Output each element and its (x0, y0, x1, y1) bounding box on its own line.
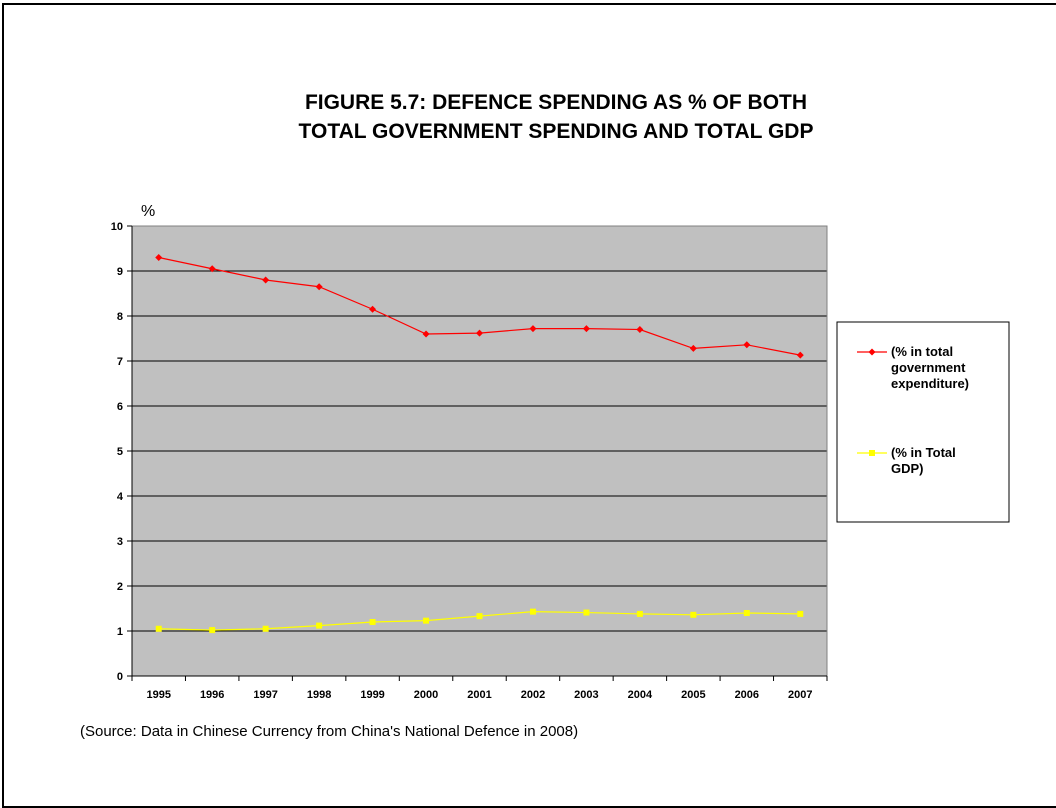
y-axis: 0 1 2 3 4 5 6 7 8 9 10 (111, 221, 133, 683)
y-tick-label: 3 (117, 536, 123, 548)
data-point (155, 625, 162, 632)
x-axis: 1995 1996 1997 1998 1999 2000 2001 2002 2003 2004… (131, 675, 828, 701)
data-point (369, 305, 377, 313)
data-point (583, 609, 590, 616)
data-point (796, 351, 804, 359)
x-tick-label: 2007 (788, 689, 812, 701)
legend-label-line: expenditure) (891, 376, 969, 391)
x-tick-label: 1998 (307, 689, 331, 701)
data-point (690, 611, 697, 618)
x-tick-label: 1995 (146, 689, 170, 701)
y-tick-label: 9 (117, 266, 123, 278)
data-point (797, 610, 804, 617)
data-point (315, 283, 323, 291)
data-point (476, 329, 483, 337)
data-point (636, 326, 644, 333)
x-tick-label: 2006 (735, 689, 759, 701)
legend-label-line: (% in total (891, 344, 953, 359)
data-point (529, 325, 537, 333)
data-point (208, 265, 216, 273)
y-tick-label: 5 (117, 446, 123, 458)
chart-title-line-1: FIGURE 5.7: DEFENCE SPENDING AS % OF BOT… (304, 91, 808, 114)
y-tick-label: 7 (117, 356, 123, 368)
x-tick-label: 2000 (414, 689, 438, 701)
x-tick-label: 2001 (467, 689, 491, 701)
data-point (369, 619, 376, 625)
data-point (262, 625, 269, 632)
legend-box (836, 321, 1010, 523)
y-tick-label: 6 (117, 401, 123, 413)
chart-title: FIGURE 5.7: DEFENCE SPENDING AS % OF BOT… (0, 88, 1056, 146)
data-point (529, 608, 536, 615)
x-tick-label: 2002 (521, 689, 545, 701)
series-layer (155, 254, 804, 634)
y-tick-label: 8 (117, 311, 123, 323)
x-tick-label: 1997 (253, 689, 277, 701)
source-note: (Source: Data in Chinese Currency from C… (80, 723, 579, 740)
data-point (476, 613, 483, 620)
y-tick-label: 4 (117, 491, 124, 503)
data-point (422, 330, 430, 338)
x-tick-label: 1996 (200, 689, 224, 701)
legend-label-line: GDP) (891, 461, 924, 476)
data-point (209, 627, 216, 634)
data-point (636, 610, 643, 617)
data-point (423, 617, 430, 624)
y-axis-label: % (141, 203, 155, 220)
legend-marker (869, 450, 875, 456)
legend-label-line: (% in Total (891, 445, 956, 460)
x-tick-label: 2004 (628, 689, 653, 701)
legend-label-line: government (891, 360, 966, 375)
gridlines (131, 225, 828, 677)
x-tick-label: 2003 (574, 689, 598, 701)
data-point (262, 276, 270, 284)
x-tick-label: 2005 (681, 689, 705, 701)
data-point (316, 622, 323, 629)
legend-marker (868, 348, 876, 356)
y-tick-label: 10 (111, 221, 123, 233)
chart-title-line-2: TOTAL GOVERNMENT SPENDING AND TOTAL GDP (298, 120, 814, 143)
x-tick-label: 1999 (360, 689, 384, 701)
data-point (743, 341, 751, 349)
y-tick-label: 2 (117, 581, 123, 593)
data-point (155, 254, 163, 261)
y-tick-label: 1 (117, 626, 123, 638)
data-point (743, 610, 750, 616)
data-point (689, 344, 697, 352)
y-tick-label: 0 (117, 671, 123, 683)
data-point (582, 325, 590, 333)
